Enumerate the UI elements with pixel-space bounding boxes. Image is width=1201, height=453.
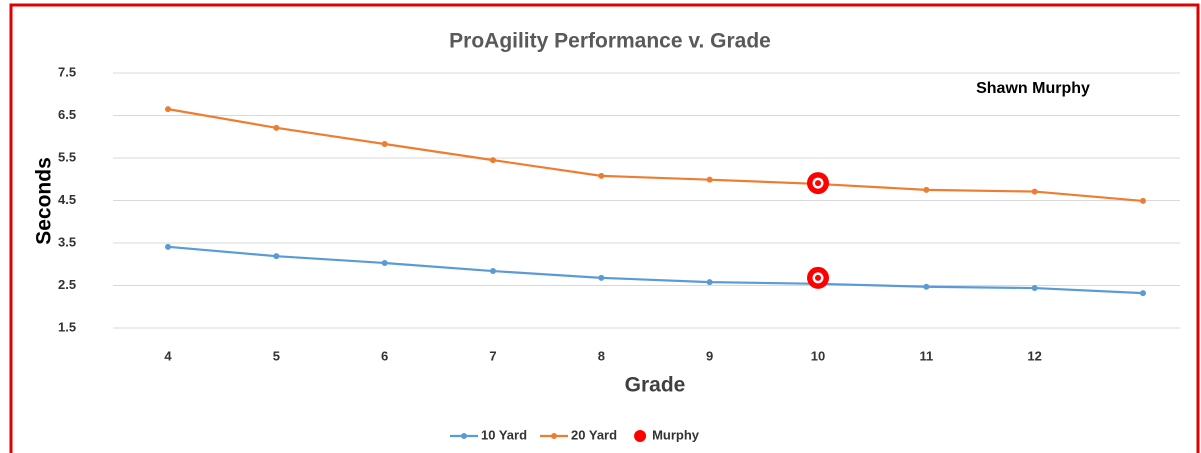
y-tick-label: 5.5 bbox=[58, 149, 76, 164]
x-tick-label: 6 bbox=[381, 348, 388, 363]
point bbox=[273, 124, 280, 131]
point bbox=[706, 279, 713, 286]
legend-label: Murphy bbox=[652, 427, 700, 442]
point bbox=[165, 106, 171, 113]
point bbox=[165, 243, 171, 250]
point bbox=[1031, 188, 1038, 195]
y-tick-label: 4.5 bbox=[58, 192, 76, 207]
point bbox=[1031, 285, 1038, 292]
point bbox=[1140, 290, 1146, 297]
point bbox=[923, 186, 930, 193]
point bbox=[490, 157, 496, 164]
highlight-center bbox=[815, 274, 821, 281]
x-tick-label: 9 bbox=[706, 348, 713, 363]
x-tick-label: 10 bbox=[811, 348, 825, 363]
annotation: Shawn Murphy bbox=[976, 80, 1090, 97]
y-tick-label: 7.5 bbox=[58, 64, 76, 79]
y-axis-label: Seconds bbox=[33, 157, 56, 245]
x-tick-label: 12 bbox=[1027, 348, 1041, 363]
x-tick-label: 4 bbox=[164, 348, 172, 363]
point bbox=[598, 172, 605, 179]
x-tick-label: 8 bbox=[598, 348, 605, 363]
y-tick-label: 3.5 bbox=[58, 234, 76, 249]
legend-label: 10 Yard bbox=[481, 427, 527, 442]
x-tick-label: 7 bbox=[489, 348, 496, 363]
chart-title: ProAgility Performance v. Grade bbox=[449, 30, 771, 53]
y-tick-label: 1.5 bbox=[58, 319, 76, 334]
legend-marker bbox=[551, 433, 558, 439]
y-tick-label: 6.5 bbox=[58, 107, 76, 122]
point bbox=[1140, 197, 1146, 204]
x-axis-label: Grade bbox=[625, 374, 686, 397]
legend-label: 20 Yard bbox=[571, 427, 617, 442]
point bbox=[598, 274, 605, 281]
point bbox=[490, 268, 496, 275]
series-line bbox=[167, 108, 1144, 203]
frame bbox=[9, 3, 1200, 453]
highlight-center bbox=[815, 180, 821, 187]
x-tick-label: 5 bbox=[273, 348, 280, 363]
point bbox=[273, 253, 280, 260]
point bbox=[381, 259, 388, 266]
point bbox=[706, 176, 713, 183]
point bbox=[923, 283, 930, 290]
legend-marker bbox=[461, 433, 467, 439]
legend-marker bbox=[634, 430, 647, 442]
y-tick-label: 2.5 bbox=[58, 277, 76, 292]
series-line bbox=[167, 245, 1144, 295]
point bbox=[381, 140, 388, 147]
x-tick-label: 11 bbox=[919, 348, 933, 363]
